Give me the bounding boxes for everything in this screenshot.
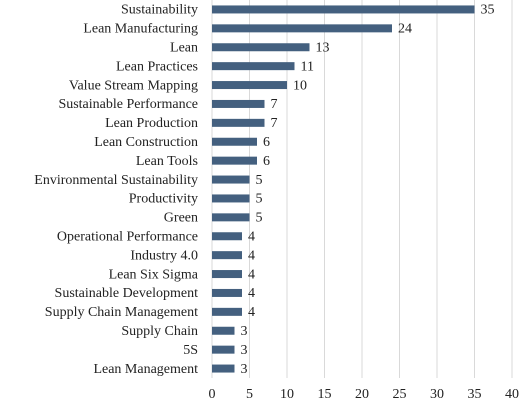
y-tick-label: Sustainability xyxy=(121,3,198,18)
data-label: 4 xyxy=(248,305,255,320)
bar xyxy=(212,137,257,146)
y-tick-label: Lean Six Sigma xyxy=(109,267,199,282)
data-label: 4 xyxy=(248,267,255,282)
data-label: 4 xyxy=(248,229,255,244)
y-tick-label: Green xyxy=(164,211,198,226)
bar xyxy=(212,364,235,373)
x-tick-label: 15 xyxy=(318,387,332,402)
bar xyxy=(212,288,242,297)
bar xyxy=(212,5,475,14)
x-tick-label: 0 xyxy=(209,387,216,402)
y-tick-label: Lean xyxy=(170,40,198,55)
data-label: 7 xyxy=(271,116,278,131)
data-label: 6 xyxy=(263,154,270,169)
bar xyxy=(212,99,265,108)
y-tick-label: Lean Manufacturing xyxy=(83,22,198,37)
bar xyxy=(212,24,392,33)
bar xyxy=(212,175,250,184)
y-tick-label: 5S xyxy=(183,343,198,358)
bar xyxy=(212,213,250,222)
y-tick-label: Productivity xyxy=(129,192,198,207)
data-label: 35 xyxy=(481,3,495,18)
data-label: 5 xyxy=(256,211,263,226)
data-label: 5 xyxy=(256,192,263,207)
bar xyxy=(212,251,242,260)
y-tick-label: Lean Construction xyxy=(94,135,198,150)
data-label: 5 xyxy=(256,173,263,188)
bar xyxy=(212,232,242,241)
y-tick-label: Value Stream Mapping xyxy=(69,78,198,93)
y-tick-label: Lean Management xyxy=(93,362,198,377)
y-tick-label: Supply Chain Management xyxy=(45,305,198,320)
data-label: 3 xyxy=(241,362,248,377)
data-label: 13 xyxy=(316,40,330,55)
y-tick-label: Environmental Sustainability xyxy=(34,173,198,188)
data-label: 11 xyxy=(301,59,314,74)
y-tick-label: Sustainable Development xyxy=(55,286,199,301)
y-tick-label: Industry 4.0 xyxy=(130,248,198,263)
data-label: 10 xyxy=(293,78,307,93)
y-tick-label: Lean Practices xyxy=(116,59,198,74)
data-label: 4 xyxy=(248,286,255,301)
data-label: 24 xyxy=(398,22,412,37)
data-label: 4 xyxy=(248,248,255,263)
data-label: 6 xyxy=(263,135,270,150)
bar xyxy=(212,270,242,279)
bar xyxy=(212,43,310,52)
bar xyxy=(212,118,265,127)
bar xyxy=(212,194,250,203)
bar xyxy=(212,62,295,71)
y-tick-label: Lean Production xyxy=(105,116,198,131)
x-tick-label: 5 xyxy=(246,387,253,402)
bar xyxy=(212,156,257,165)
data-label: 7 xyxy=(271,97,278,112)
x-tick-label: 30 xyxy=(430,387,444,402)
x-tick-label: 25 xyxy=(393,387,407,402)
y-tick-label: Supply Chain xyxy=(121,324,198,339)
y-tick-label: Operational Performance xyxy=(57,229,198,244)
y-tick-label: Lean Tools xyxy=(136,154,198,169)
x-tick-label: 35 xyxy=(468,387,482,402)
data-label: 3 xyxy=(241,343,248,358)
bar xyxy=(212,81,287,90)
bar xyxy=(212,326,235,335)
x-tick-label: 20 xyxy=(355,387,369,402)
data-label: 3 xyxy=(241,324,248,339)
y-tick-label: Sustainable Performance xyxy=(58,97,198,112)
bar xyxy=(212,345,235,354)
bar xyxy=(212,307,242,316)
x-tick-label: 10 xyxy=(280,387,294,402)
x-tick-label: 40 xyxy=(505,387,519,402)
